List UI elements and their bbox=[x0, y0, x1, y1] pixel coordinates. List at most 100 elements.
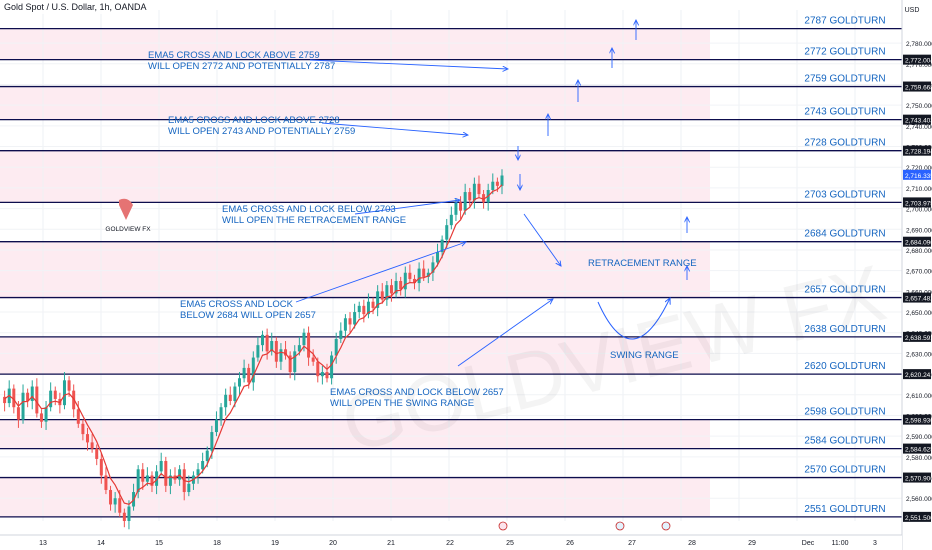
candle-body bbox=[86, 434, 90, 443]
candle-body bbox=[214, 419, 218, 433]
annotation-text: RETRACEMENT RANGE bbox=[588, 258, 697, 269]
candle-body bbox=[376, 291, 380, 308]
candle-body bbox=[136, 469, 140, 493]
level-price-tag bbox=[903, 331, 931, 342]
candle-body bbox=[196, 469, 200, 476]
level-price-tag-text: 2,684.096 bbox=[905, 240, 932, 247]
candle-body bbox=[251, 357, 255, 383]
level-price-tag-text: 2,551.500 bbox=[905, 515, 932, 522]
candle-body bbox=[21, 392, 25, 420]
candle-body bbox=[99, 458, 103, 476]
price-tick: 2,610.000 bbox=[906, 393, 932, 400]
candle-body bbox=[205, 450, 209, 462]
candle-body bbox=[109, 489, 113, 505]
logo-text: GOLDVIEW FX bbox=[105, 226, 151, 233]
price-tick: 2,700.000 bbox=[906, 207, 932, 214]
candle-body bbox=[224, 394, 228, 408]
candle-body bbox=[431, 262, 435, 273]
candle-body bbox=[325, 372, 329, 379]
candle-body bbox=[357, 305, 361, 313]
candle-body bbox=[67, 380, 71, 391]
level-price-tag bbox=[903, 414, 931, 425]
time-label: Dec bbox=[802, 540, 815, 547]
level-label: 2684 GOLDTURN bbox=[804, 229, 885, 240]
price-tick: 2,630.000 bbox=[906, 351, 932, 358]
candle-body bbox=[228, 394, 232, 402]
candle-body bbox=[155, 471, 159, 486]
time-label: 13 bbox=[39, 540, 47, 547]
candle-body bbox=[201, 461, 205, 470]
candle-body bbox=[445, 225, 449, 240]
candle-body bbox=[122, 512, 126, 521]
candle-body bbox=[113, 498, 117, 505]
annotation-text: WILL OPEN 2743 AND POTENTIALLY 2759 bbox=[168, 126, 355, 137]
time-label: 11:00 bbox=[832, 540, 849, 547]
level-price-tag-text: 2,598.936 bbox=[905, 418, 932, 425]
candle-body bbox=[463, 192, 467, 211]
level-price-tag bbox=[903, 292, 931, 303]
candle-body bbox=[150, 475, 154, 486]
price-tick: 2,560.000 bbox=[906, 496, 932, 503]
candle-body bbox=[210, 432, 214, 451]
candle-body bbox=[35, 386, 39, 414]
candle-body bbox=[261, 334, 265, 346]
candle-body bbox=[311, 357, 315, 362]
candle-body bbox=[454, 202, 458, 215]
level-label: 2759 GOLDTURN bbox=[804, 74, 885, 85]
candle-body bbox=[168, 475, 172, 486]
candle-body bbox=[90, 442, 94, 449]
candle-body bbox=[495, 181, 499, 186]
last-price-tag bbox=[903, 169, 931, 180]
time-axis: 13 14 15 18 19 20 21 22 25 26 27 28 29 Dec 11:00 3 bbox=[0, 521, 902, 550]
annotation-arrow bbox=[309, 59, 508, 69]
candle-body bbox=[316, 361, 320, 377]
candle-body bbox=[468, 192, 472, 201]
annotation-text: EMA5 CROSS AND LOCK bbox=[180, 299, 294, 310]
price-tick: 2,650.000 bbox=[906, 310, 932, 317]
candle-body bbox=[187, 483, 191, 493]
candle-body bbox=[12, 388, 16, 408]
candle-body bbox=[297, 345, 301, 352]
candle-body bbox=[500, 175, 504, 186]
chart-title: Gold Spot / U.S. Dollar, 1h, OANDA bbox=[0, 0, 151, 14]
candle-body bbox=[477, 183, 481, 195]
candle-body bbox=[320, 372, 324, 377]
level-price-tag bbox=[903, 114, 931, 125]
time-label: 28 bbox=[688, 540, 696, 547]
candle-body bbox=[472, 183, 476, 201]
candle-body bbox=[459, 202, 463, 211]
price-tick: 2,710.000 bbox=[906, 186, 932, 193]
candle-body bbox=[104, 475, 108, 490]
candle-body bbox=[343, 318, 347, 331]
annotation-text: EMA5 CROSS AND LOCK BELOW 2657 bbox=[330, 387, 504, 398]
candle-body bbox=[412, 278, 416, 284]
level-price-tag-text: 2,743.403 bbox=[905, 118, 932, 125]
candle-body bbox=[242, 367, 246, 379]
annotation-text: WILL OPEN THE SWING RANGE bbox=[330, 398, 474, 409]
annotation-text: SWING RANGE bbox=[610, 350, 679, 361]
candle-body bbox=[449, 214, 453, 226]
annotation-arrow bbox=[295, 242, 466, 303]
annotation-arrows bbox=[295, 20, 687, 367]
time-label: 26 bbox=[566, 540, 574, 547]
level-price-tag bbox=[903, 54, 931, 65]
candle-body bbox=[362, 305, 366, 315]
grid-lines bbox=[0, 10, 902, 521]
candle-body bbox=[53, 390, 57, 399]
candle-body bbox=[389, 285, 393, 294]
level-label: 2551 GOLDTURN bbox=[804, 504, 885, 515]
level-band bbox=[0, 150, 710, 203]
time-label: 20 bbox=[329, 540, 337, 547]
price-tick: 2,680.000 bbox=[906, 248, 932, 255]
candle-body bbox=[385, 285, 389, 300]
annotation-text: EMA5 CROSS AND LOCK ABOVE 2759 bbox=[148, 50, 320, 61]
candle-body bbox=[247, 367, 251, 383]
time-label: 18 bbox=[213, 540, 221, 547]
currency-label: USD bbox=[905, 7, 920, 14]
candle-body bbox=[44, 407, 48, 422]
time-label: 27 bbox=[628, 540, 636, 547]
level-price-tag bbox=[903, 81, 931, 92]
level-band bbox=[0, 336, 710, 375]
event-icon bbox=[661, 521, 671, 531]
